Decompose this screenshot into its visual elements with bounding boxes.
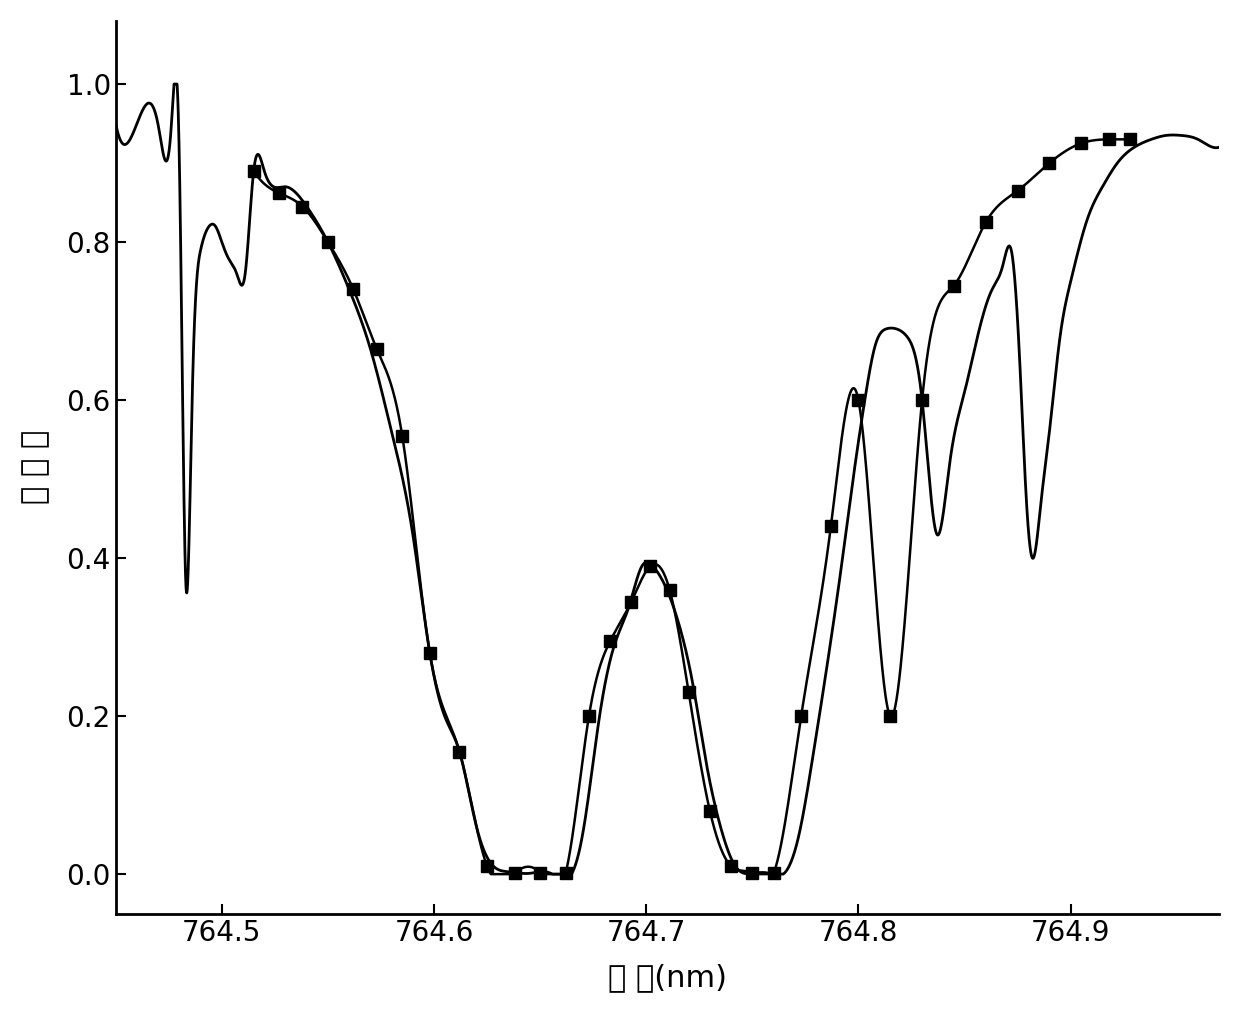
Y-axis label: 透 过 率: 透 过 率 <box>21 431 50 504</box>
X-axis label: 波 长(nm): 波 长(nm) <box>608 963 727 992</box>
